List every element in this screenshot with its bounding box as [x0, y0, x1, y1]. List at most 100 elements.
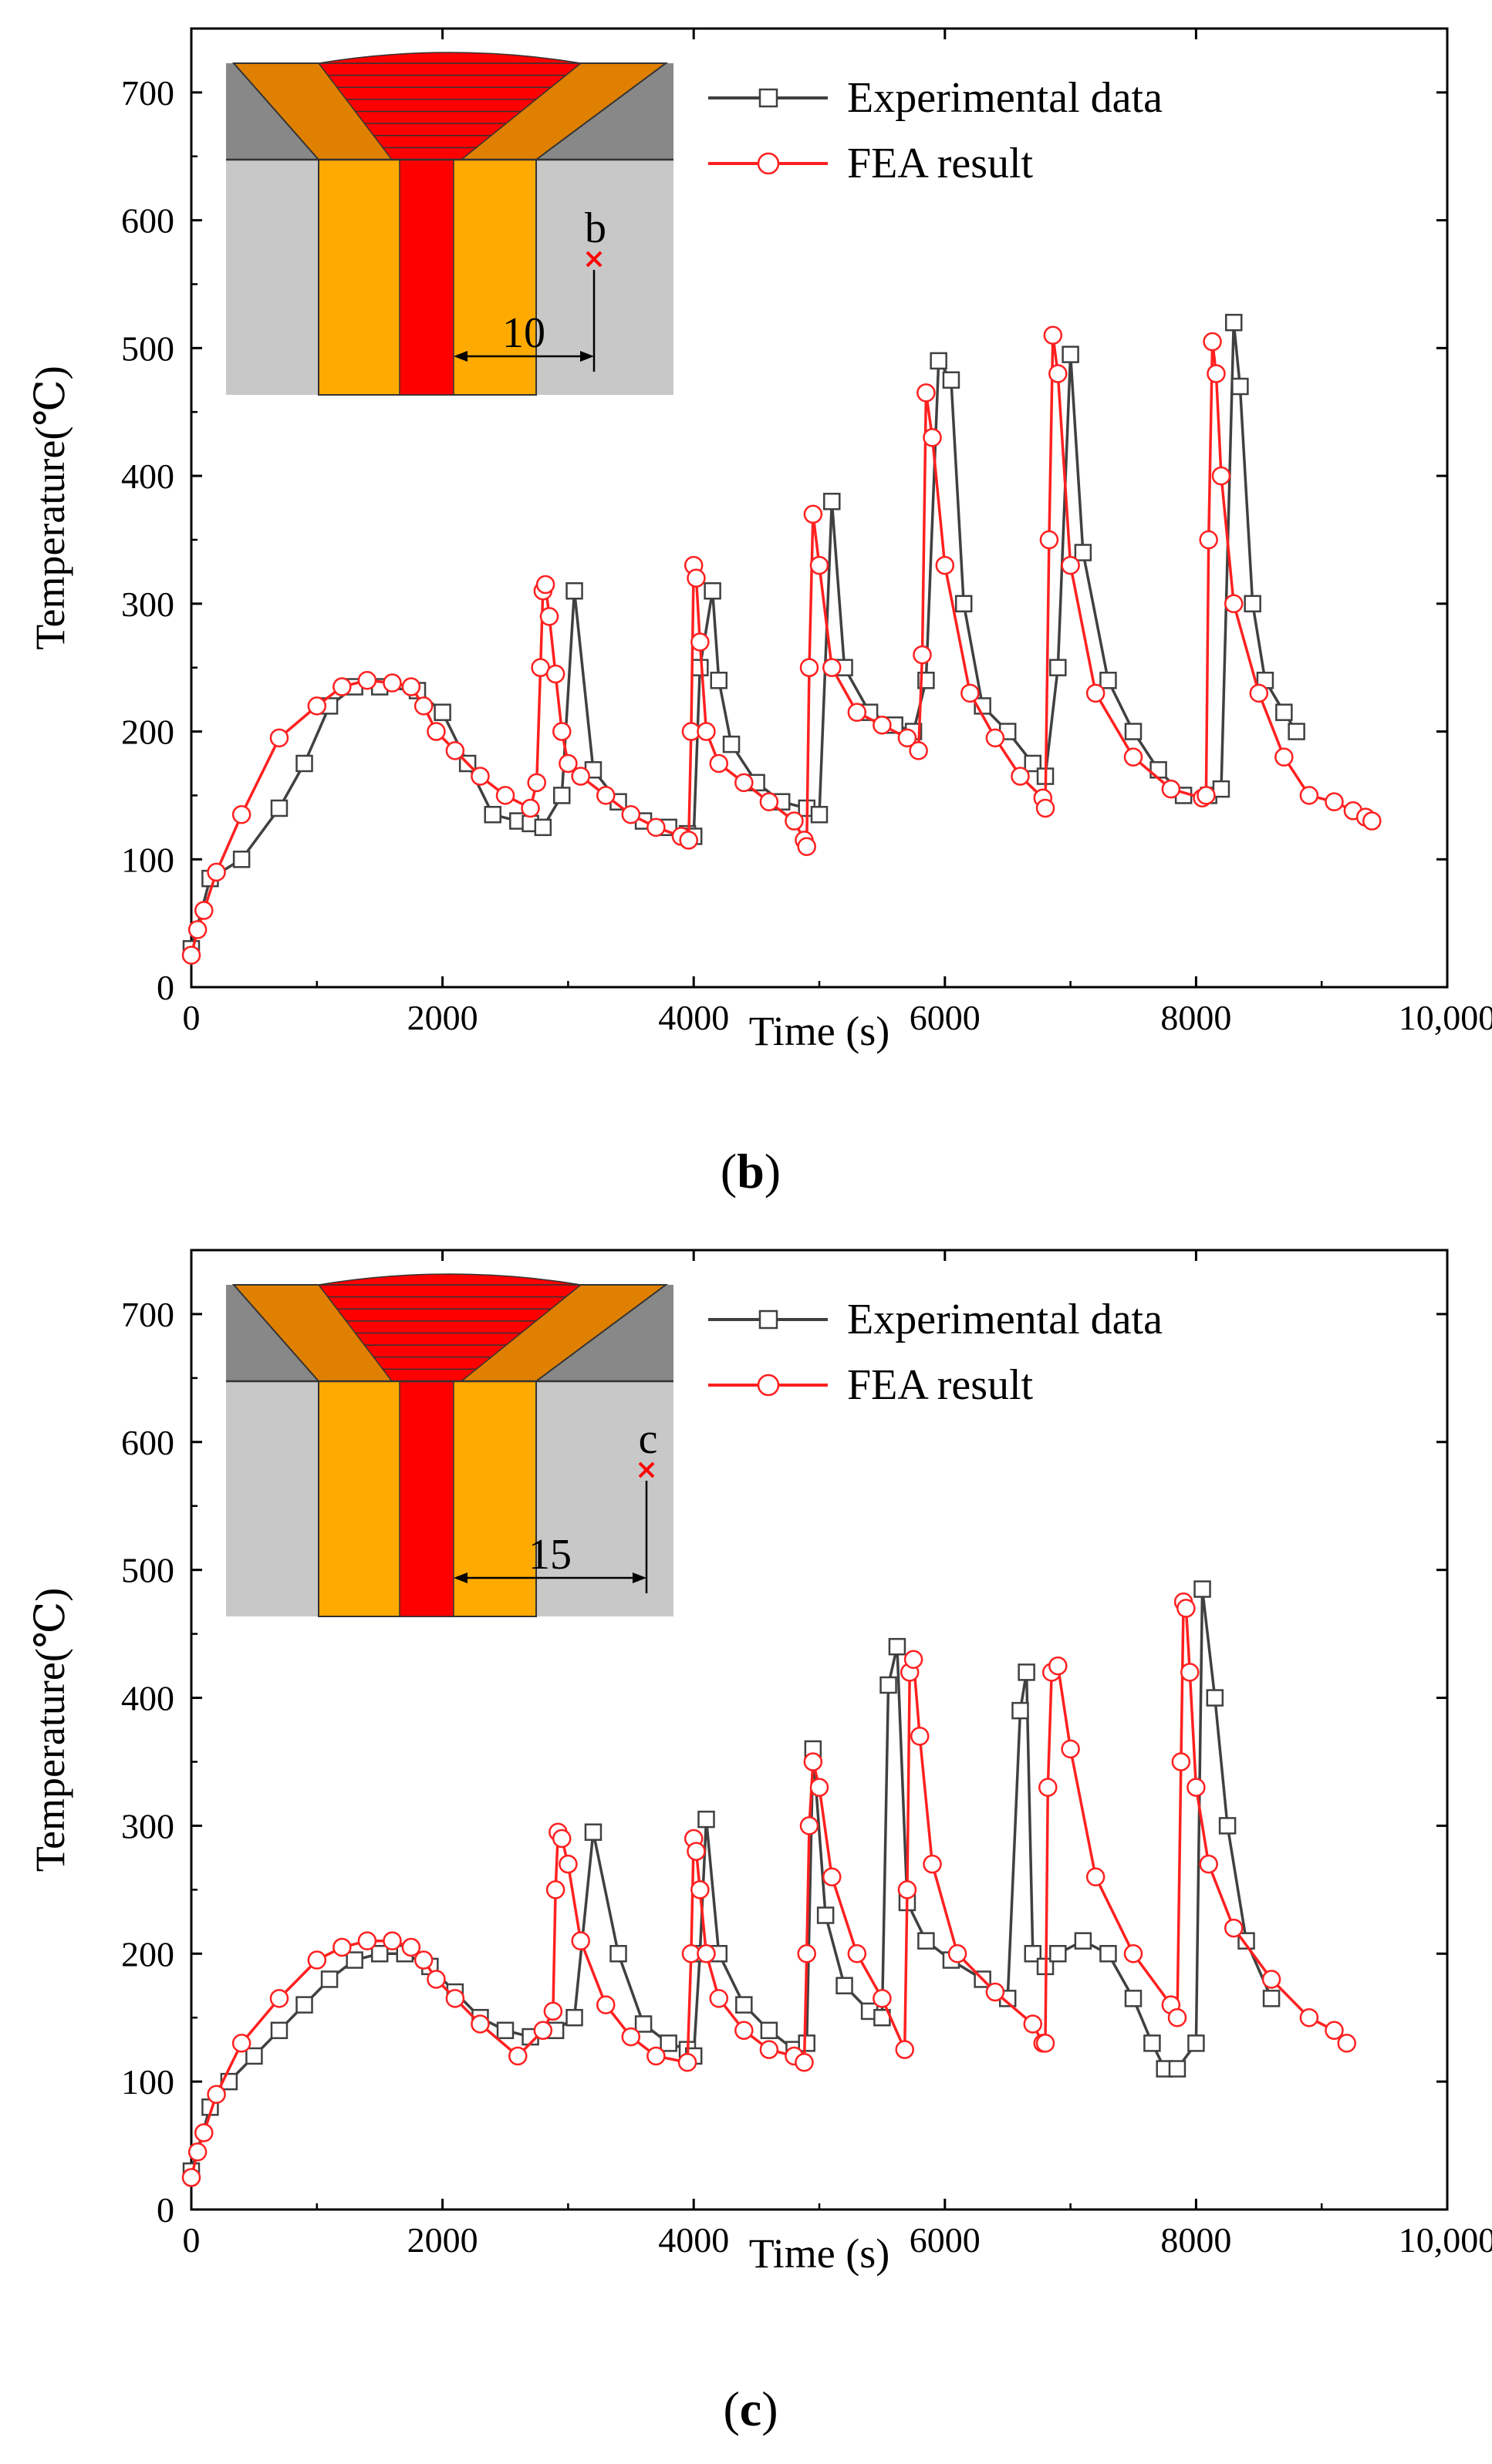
- fea-data-point: [799, 1816, 819, 1835]
- fea-data-point: [401, 1937, 421, 1957]
- experimental-data-point: [245, 2047, 263, 2065]
- fea-data-point: [985, 1982, 1005, 2002]
- measurement-point-marker: [638, 1461, 655, 1478]
- experimental-data-point: [735, 1996, 753, 2014]
- fea-data-point: [847, 1944, 867, 1963]
- y-tick-label: 300: [121, 585, 174, 624]
- legend-fea-label: FEA result: [847, 140, 1034, 187]
- fea-data-point: [803, 1752, 823, 1771]
- y-tick-label: 400: [121, 1679, 174, 1718]
- fea-data-point: [508, 2046, 528, 2066]
- fea-data-point: [471, 767, 490, 786]
- fea-data-point: [785, 811, 804, 831]
- experimental-data-point: [710, 671, 728, 689]
- fea-data-point: [181, 945, 201, 965]
- fea-data-point: [1035, 798, 1055, 818]
- fea-data-point: [559, 1854, 578, 1874]
- fea-data-point: [1207, 364, 1226, 383]
- experimental-data-point: [295, 754, 313, 773]
- fea-data-point: [799, 658, 819, 677]
- fea-data-point: [401, 677, 421, 696]
- panel-label-letter: b: [737, 1144, 765, 1198]
- fea-data-point: [687, 1842, 706, 1861]
- experimental-data-point: [798, 2034, 815, 2052]
- y-tick-label: 200: [121, 713, 174, 752]
- experimental-data-point: [917, 1932, 935, 1950]
- x-tick-label: 0: [183, 2220, 201, 2260]
- y-tick-label: 600: [121, 201, 174, 241]
- fea-data-point: [1211, 466, 1231, 486]
- x-tick-label: 6000: [910, 998, 981, 1037]
- experimental-series-line: [190, 1589, 1273, 2172]
- fea-data-point: [552, 722, 572, 741]
- fea-data-point: [521, 798, 540, 818]
- inset-schematic: b 10: [226, 52, 673, 396]
- panel-label: (b): [721, 1144, 781, 1198]
- plot-area: 0 2000 4000 6000 8000 10,000 0 100 200 300 400 500 6…: [27, 27, 1492, 1054]
- experimental-data-point: [496, 2021, 515, 2040]
- fea-data-point: [734, 2021, 754, 2041]
- fea-data-point: [809, 555, 829, 575]
- experimental-data-point: [704, 581, 721, 600]
- experimental-data-point: [565, 2008, 583, 2027]
- inset-weld-cap: [318, 52, 582, 64]
- fea-data-point: [646, 817, 666, 838]
- fea-data-point: [897, 728, 917, 748]
- fea-data-point: [759, 2040, 779, 2059]
- dimension-arrow-right: [633, 1572, 646, 1583]
- experimental-data-point: [584, 1823, 603, 1841]
- fea-data-point: [1187, 1778, 1206, 1797]
- experimental-data-point: [1237, 1932, 1255, 1950]
- x-tick-label: 2000: [407, 2220, 478, 2260]
- legend-fea-marker: [757, 152, 780, 175]
- experimental-data-point: [1074, 1932, 1092, 1950]
- experimental-data-point: [1168, 2060, 1187, 2078]
- y-axis-title: Temperature(℃): [27, 1588, 73, 1872]
- experimental-data-point: [810, 806, 829, 824]
- y-tick-label: 700: [121, 73, 174, 113]
- inset-weld-root: [399, 1380, 454, 1617]
- fea-data-point: [269, 728, 289, 748]
- legend-experimental-marker: [758, 88, 778, 108]
- experimental-data-point: [1099, 1945, 1117, 1963]
- experimental-data-point: [1193, 1580, 1211, 1598]
- y-tick-label: 500: [121, 329, 174, 368]
- fea-data-point: [687, 568, 706, 588]
- experimental-data-point: [434, 703, 451, 721]
- experimental-data-point: [1062, 345, 1079, 363]
- x-axis-title: Time (s): [749, 2230, 890, 2277]
- fea-data-point: [571, 767, 590, 786]
- fea-data-point: [1039, 530, 1059, 550]
- fea-data-point: [1085, 683, 1105, 703]
- y-tick-label: 0: [157, 968, 174, 1007]
- plot-area: 0 2000 4000 6000 8000 10,000 0 100 200 300 400 500 6…: [27, 1249, 1492, 2277]
- panel-label-letter: c: [740, 2381, 761, 2436]
- fea-data-point: [1167, 2007, 1187, 2027]
- fea-data-point: [690, 1880, 710, 1899]
- experimental-data-point: [270, 799, 289, 817]
- fea-series-line: [190, 335, 1373, 956]
- fea-data-point: [207, 2085, 226, 2104]
- experimental-data-point: [942, 371, 960, 389]
- fea-data-point: [194, 2123, 214, 2142]
- legend-fea-marker: [757, 1374, 780, 1397]
- fea-data-point: [677, 2053, 697, 2072]
- experimental-data-point: [879, 1676, 897, 1694]
- x-tick-label: 8000: [1160, 2220, 1231, 2260]
- y-tick-label: 400: [121, 457, 174, 496]
- y-axis-title: Temperature(℃): [27, 366, 73, 649]
- experimental-data-point: [1231, 377, 1249, 396]
- experimental-data-point: [930, 352, 947, 370]
- x-axis-title: Time (s): [749, 1008, 890, 1054]
- fea-data-point: [1299, 786, 1319, 805]
- fea-data-point: [621, 805, 641, 824]
- dimension-label: 10: [502, 309, 545, 357]
- experimental-data-point: [320, 1970, 339, 1988]
- fea-data-point: [897, 1880, 917, 1899]
- fea-data-point: [709, 1989, 729, 2008]
- experimental-data-point: [565, 581, 583, 600]
- fea-data-point: [445, 741, 465, 760]
- fea-data-point: [187, 2142, 208, 2162]
- experimental-data-point: [1275, 703, 1293, 721]
- fea-data-point: [527, 773, 546, 793]
